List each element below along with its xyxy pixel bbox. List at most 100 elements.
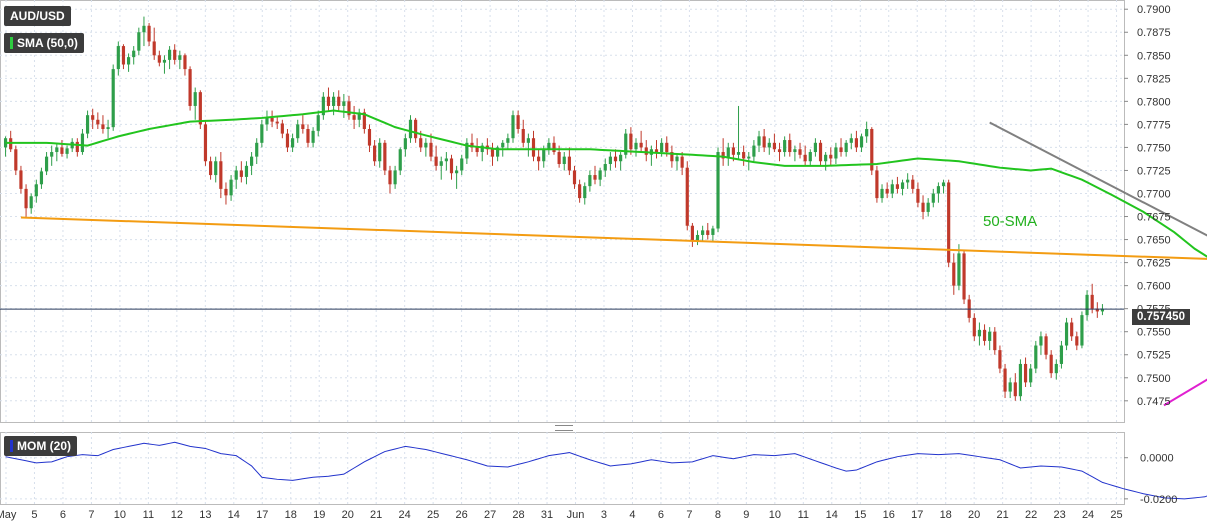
candle-body xyxy=(895,184,900,189)
candle-body xyxy=(183,55,187,70)
candle-body xyxy=(260,124,264,143)
candle-body xyxy=(1018,363,1023,397)
momentum-series xyxy=(5,441,1207,500)
x-tick-label: 10 xyxy=(769,509,781,521)
candle-body xyxy=(772,142,776,150)
candle-body xyxy=(321,96,325,116)
candle-body xyxy=(701,230,705,235)
candle-body xyxy=(875,170,879,199)
candle-body xyxy=(957,253,961,286)
x-tick-label: 11 xyxy=(143,509,154,521)
candle-body xyxy=(849,138,853,143)
candle-body xyxy=(373,145,377,162)
candle-body xyxy=(742,152,746,159)
candle-body xyxy=(490,149,495,157)
candle-body xyxy=(777,149,782,153)
x-tick-label: 18 xyxy=(285,509,297,521)
y-tick-label: 0.7875 xyxy=(1137,27,1171,39)
y-tick-label: 0.7700 xyxy=(1137,188,1171,200)
candle-body xyxy=(680,156,684,168)
candle-body xyxy=(511,115,515,139)
x-tick-label: 22 xyxy=(1025,509,1037,521)
candle-body xyxy=(337,96,341,106)
candle-body xyxy=(34,184,38,197)
candle-body xyxy=(214,161,218,176)
candle-body xyxy=(854,138,858,148)
candle-body xyxy=(921,202,925,212)
y-tick-label: -0.0200 xyxy=(1140,494,1177,506)
candle-body xyxy=(880,188,884,199)
candle-body xyxy=(188,69,192,106)
x-tick-label: 9 xyxy=(743,509,749,521)
candle-body xyxy=(29,196,33,209)
price-panel-border xyxy=(0,0,1125,423)
candle-body xyxy=(542,149,546,162)
candle-body xyxy=(311,130,315,143)
x-tick-label: 15 xyxy=(854,509,866,521)
candle-body xyxy=(275,121,279,124)
support-trendline xyxy=(20,216,1207,260)
y-tick-label: 0.7650 xyxy=(1137,235,1171,247)
x-tick-label: 14 xyxy=(228,509,240,521)
candle-body xyxy=(783,140,787,153)
candle-body xyxy=(906,179,910,183)
candle-body xyxy=(721,152,725,159)
candle-body xyxy=(80,133,85,153)
candle-body xyxy=(101,124,105,129)
x-tick-label: 16 xyxy=(883,509,895,521)
x-tick-label: 10 xyxy=(114,509,126,521)
candle-body xyxy=(121,46,126,65)
candle-body xyxy=(244,165,249,177)
candle-body xyxy=(711,228,715,235)
x-tick-label: 25 xyxy=(427,509,439,521)
momentum-legend[interactable]: MOM (20) xyxy=(4,436,77,456)
candle-body xyxy=(44,156,49,172)
candle-body xyxy=(178,55,182,60)
x-tick-label: 17 xyxy=(911,509,923,521)
candle-body xyxy=(654,149,659,153)
candle-body xyxy=(690,225,694,242)
candle-body xyxy=(1003,368,1007,392)
symbol-label[interactable]: AUD/USD xyxy=(4,6,71,26)
candle-body xyxy=(383,142,387,171)
x-tick-label: 24 xyxy=(1082,509,1094,521)
candle-body xyxy=(393,170,397,185)
x-tick-label: 14 xyxy=(826,509,838,521)
candle-body xyxy=(1023,363,1028,383)
candle-body xyxy=(316,115,320,131)
candle-body xyxy=(55,147,59,153)
candle-body xyxy=(952,262,956,286)
candle-body xyxy=(685,167,689,226)
x-tick-label: 20 xyxy=(342,509,354,521)
sma-legend[interactable]: SMA (50,0) xyxy=(4,33,84,53)
candle-body xyxy=(675,156,679,162)
x-tick-label: May xyxy=(0,509,17,521)
resistance-trendline xyxy=(989,121,1207,237)
candle-body xyxy=(798,149,802,155)
candle-body xyxy=(788,140,792,153)
candle-body xyxy=(480,145,484,153)
x-tick-label: 17 xyxy=(256,509,268,521)
x-tick-label: 23 xyxy=(1053,509,1065,521)
candle-body xyxy=(501,142,505,148)
candle-body xyxy=(306,128,310,143)
candle-body xyxy=(1039,336,1043,346)
x-tick-label: 6 xyxy=(658,509,664,521)
x-tick-label: 21 xyxy=(997,509,1009,521)
x-tick-label: 12 xyxy=(171,509,183,521)
candle-body xyxy=(747,156,751,159)
y-tick-label: 0.7750 xyxy=(1137,142,1171,154)
overlay-lines xyxy=(0,109,1207,407)
y-tick-label: 0.7825 xyxy=(1137,73,1171,85)
rising-trendline xyxy=(1163,378,1207,407)
candle-body xyxy=(352,115,356,120)
candle-body xyxy=(859,136,864,148)
candle-body xyxy=(419,138,423,148)
candle-body xyxy=(19,170,23,189)
candle-body xyxy=(613,156,618,162)
candle-body xyxy=(24,188,28,209)
candle-body xyxy=(567,156,571,171)
candle-body xyxy=(85,115,90,134)
panel-splitter-handle[interactable] xyxy=(555,425,573,431)
